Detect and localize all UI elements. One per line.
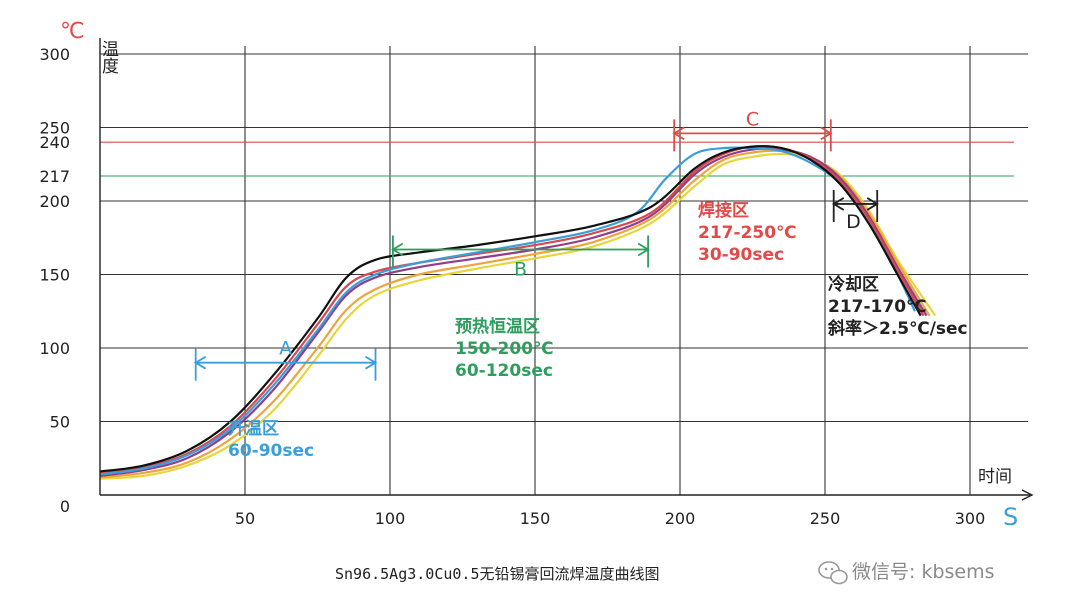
zone-arrowhead [365, 355, 378, 370]
zone-text-line: 预热恒温区 [455, 316, 540, 337]
x-tick-label: 100 [375, 509, 406, 528]
zone-text-line: 60-90sec [228, 441, 314, 461]
series-line-red [99, 145, 925, 475]
zone-arrowhead [193, 355, 207, 370]
zone-a: A [193, 338, 378, 381]
zone-arrowhead [831, 197, 845, 211]
zone-d: D [831, 189, 879, 233]
zone-arrowhead [820, 126, 833, 141]
zone-arrowhead [637, 242, 650, 257]
x-tick-label: 150 [520, 509, 551, 528]
reference-label: 217 [39, 167, 70, 186]
zone-arrowhead [866, 197, 879, 211]
x-tick-label: 200 [665, 509, 696, 528]
wechat-icon [818, 561, 848, 585]
zone-letter: B [514, 259, 527, 281]
series-group [99, 145, 937, 480]
y-axis-title: 温度 [98, 40, 119, 74]
series-line-black [99, 145, 922, 473]
y-tick-label: 50 [50, 413, 70, 432]
zone-c: C [672, 108, 833, 152]
zone-arrowhead [391, 242, 404, 257]
series-line-blue [99, 146, 916, 476]
zone-text-line: 217-170℃ [828, 297, 927, 317]
zone-text-line: 升温区 [228, 419, 279, 439]
zone-letter: C [746, 108, 759, 130]
series-line-purple [99, 147, 928, 477]
x-tick-label: 50 [235, 509, 255, 528]
wechat-watermark: 微信号: kbsems [818, 561, 995, 585]
zone-b: B [391, 235, 650, 281]
zone-text-line: 60-120sec [455, 361, 553, 381]
zone-text-line: 30-90sec [698, 245, 784, 265]
zone-text-line: 冷却区 [828, 274, 879, 295]
y-tick-label: 0 [60, 497, 70, 516]
zone-text-line: 斜率＞2.5℃/sec [827, 318, 968, 339]
zone-letter: A [279, 338, 292, 360]
y-tick-label: 150 [39, 266, 70, 285]
axes: 50 100 150 200 250 300 0 50 100 150 200 250 300 [39, 38, 1034, 528]
zone-text-line: 217-250℃ [698, 223, 797, 243]
reference-label: 240 [39, 133, 70, 152]
y-tick-label: 200 [39, 192, 70, 211]
x-tick-label: 250 [810, 509, 841, 528]
x-unit: S [1003, 503, 1018, 531]
y-tick-label: 300 [39, 45, 70, 64]
y-tick-label: 100 [39, 339, 70, 358]
chart-title: Sn96.5Ag3.0Cu0.5无铅锡膏回流焊温度曲线图 [335, 565, 660, 583]
watermark-text: 微信号: kbsems [852, 561, 995, 583]
zone-letter: D [846, 211, 861, 233]
x-axis-arrow [1021, 489, 1034, 501]
zone-text-line: 150-200℃ [455, 339, 554, 359]
x-axis-title: 时间 [978, 467, 1012, 487]
zone-arrowhead [672, 126, 685, 141]
zone-text-line: 焊接区 [698, 200, 749, 221]
y-tick-label: 250 [39, 119, 70, 138]
x-tick-label: 300 [955, 509, 986, 528]
reference-lines: 240 217 [39, 133, 1014, 186]
y-unit: ℃ [60, 19, 85, 44]
series-line-orange [99, 149, 931, 479]
